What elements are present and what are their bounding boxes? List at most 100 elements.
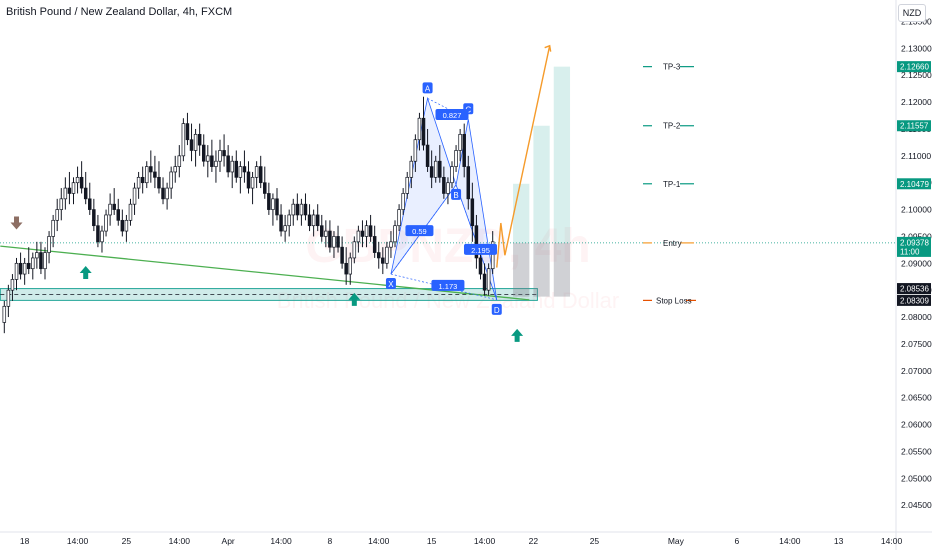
candle-body xyxy=(100,230,104,243)
candle-body xyxy=(96,225,100,243)
candle-body xyxy=(299,203,304,216)
candle-body xyxy=(47,236,51,253)
pattern-point-badge xyxy=(385,278,396,290)
candle-body xyxy=(393,225,397,243)
price-axis-badge xyxy=(897,236,931,257)
candle-body xyxy=(104,214,108,232)
candle-body xyxy=(108,203,112,216)
candle-body xyxy=(218,150,222,162)
y-tick-label: 2.04500 xyxy=(901,500,932,510)
price-axis xyxy=(896,0,932,550)
trade-level-label: Entry xyxy=(663,239,682,248)
candle-body xyxy=(63,187,68,200)
x-tick-label: 25 xyxy=(122,536,132,546)
candle-body xyxy=(303,203,308,216)
candle-body xyxy=(67,187,72,194)
x-tick-label: Apr xyxy=(222,536,235,546)
arrow-down-icon xyxy=(10,216,23,230)
pattern-ratio-label: 2.195 xyxy=(471,246,490,255)
candle-body xyxy=(315,214,320,227)
y-tick-label: 2.09000 xyxy=(901,258,932,268)
candle-body xyxy=(35,252,39,259)
candle-body xyxy=(275,198,279,216)
candle-body xyxy=(466,166,471,200)
projection-path xyxy=(496,45,551,268)
pattern-point-badge xyxy=(422,82,433,94)
candle-body xyxy=(332,236,336,248)
x-tick-label: 14:00 xyxy=(474,536,496,546)
take-profit-box xyxy=(513,183,530,243)
candle-body xyxy=(88,198,92,210)
y-tick-label: 2.12500 xyxy=(901,70,932,80)
trade-level-label: TP-2 xyxy=(663,122,681,131)
pattern-point-label: D xyxy=(494,306,500,315)
candle-body xyxy=(307,214,312,227)
candle-body xyxy=(22,262,27,275)
candle-body xyxy=(43,252,47,270)
candle-body xyxy=(210,155,214,167)
candle-body xyxy=(132,187,137,205)
candle-body xyxy=(442,176,446,194)
price-axis-badge-label: 2.12660 xyxy=(900,63,929,72)
candle-body xyxy=(193,133,198,151)
pattern-point-label: A xyxy=(425,84,431,93)
candle-body xyxy=(478,257,483,275)
y-tick-label: 2.06000 xyxy=(901,420,932,430)
x-tick-label: 13 xyxy=(834,536,844,546)
pattern-ratio-label: 0.827 xyxy=(443,111,462,120)
candle-body xyxy=(222,150,226,157)
stop-loss-box xyxy=(553,242,571,297)
price-axis-badge xyxy=(897,294,931,306)
x-tick-label: 8 xyxy=(328,536,333,546)
candle-body xyxy=(324,230,328,237)
candle-body xyxy=(71,182,76,194)
price-axis-badge xyxy=(897,61,931,73)
candle-body xyxy=(124,219,129,232)
pattern-ratio-badge xyxy=(431,279,465,291)
candle-body xyxy=(250,176,255,189)
candle-body xyxy=(230,160,234,173)
x-tick-label: 14:00 xyxy=(169,536,191,546)
candle-body xyxy=(83,187,88,200)
candle-body xyxy=(189,139,194,151)
price-axis-badge-label: 2.08309 xyxy=(900,296,929,305)
candle-body xyxy=(348,257,353,275)
candle-body xyxy=(116,209,121,221)
price-axis-badge-label: 2.08536 xyxy=(900,285,929,294)
x-tick-label: 14:00 xyxy=(368,536,390,546)
y-tick-label: 2.11000 xyxy=(901,151,931,161)
pattern-point-label: B xyxy=(453,191,458,200)
candle-body xyxy=(92,209,96,227)
candle-body xyxy=(246,171,251,189)
candle-body xyxy=(226,155,230,173)
candle-body xyxy=(157,176,161,189)
currency-button[interactable]: NZD xyxy=(898,4,926,22)
candle-body xyxy=(185,123,190,141)
candle-body xyxy=(31,257,35,270)
y-tick-label: 2.05500 xyxy=(901,446,932,456)
stop-loss-box xyxy=(533,242,550,297)
price-axis-badge-label: 2.09378 xyxy=(900,238,929,247)
x-tick-label: 14:00 xyxy=(881,536,903,546)
candle-body xyxy=(328,230,332,248)
y-tick-label: 2.07000 xyxy=(901,366,932,376)
candle-body xyxy=(75,176,80,184)
price-axis-badge-label: 2.10479 xyxy=(900,180,929,189)
candle-body xyxy=(214,160,218,167)
candle-body xyxy=(234,160,239,178)
candle-body xyxy=(409,160,414,178)
candle-body xyxy=(344,262,348,275)
pattern-ratio-badge xyxy=(435,108,469,120)
candle-body xyxy=(242,166,247,173)
take-profit-box xyxy=(533,125,550,243)
trendline xyxy=(0,245,530,301)
candle-body xyxy=(462,133,466,167)
candle-body xyxy=(18,262,23,275)
candle-body xyxy=(263,182,267,194)
candle-body xyxy=(145,166,149,184)
candle-body xyxy=(287,214,291,227)
price-axis-badge xyxy=(897,283,931,295)
candle-body xyxy=(295,203,300,216)
candle-body xyxy=(177,155,182,167)
